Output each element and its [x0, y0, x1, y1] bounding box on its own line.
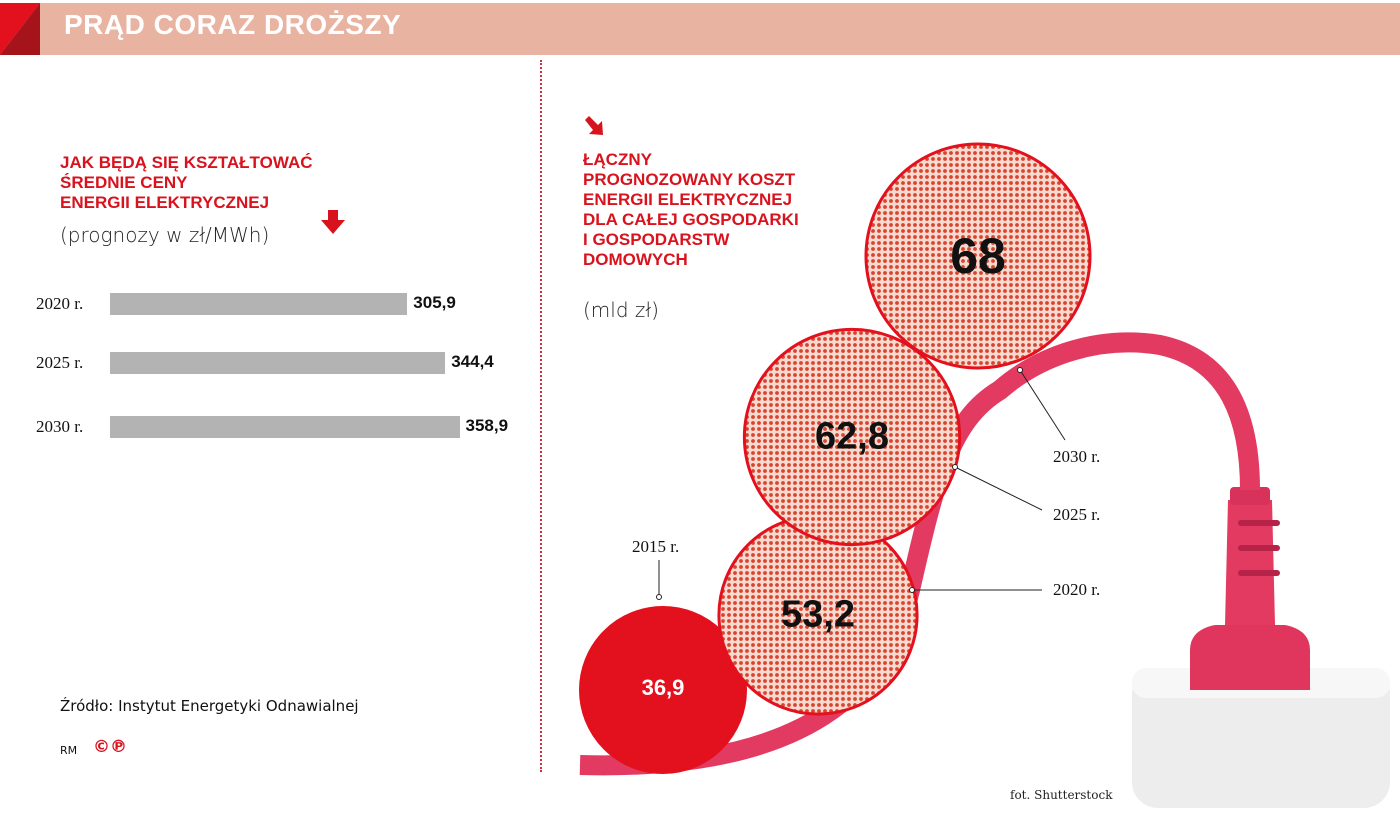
leader-line [954, 466, 1043, 511]
bubble [578, 605, 748, 775]
bar-value-label: 358,9 [465, 416, 509, 435]
bar-category-label: 2030 r. [36, 417, 84, 436]
bar [110, 352, 446, 374]
bubble-year-label: 2020 r. [1053, 580, 1101, 599]
bubble-value-label: 68 [950, 228, 1006, 284]
arrow-down-icon [321, 210, 345, 234]
bubble-year-label: 2030 r. [1053, 447, 1101, 466]
right-chart-title: ŁĄCZNY PROGNOZOWANY KOSZT ENERGII ELEKTR… [583, 150, 799, 270]
bubble [742, 327, 962, 547]
dotted-divider [540, 60, 542, 772]
title-line: DLA CAŁEJ GOSPODARKI [583, 210, 799, 229]
bar [110, 293, 408, 315]
bubble-value-label: 53,2 [781, 593, 855, 636]
page-title: PRĄD CORAZ DROŻSZY [64, 9, 402, 40]
author-initials: RM [60, 744, 78, 757]
bubble-value-label: 62,8 [815, 415, 889, 458]
header-corner-accent [0, 3, 40, 55]
header-bar [0, 3, 1400, 55]
left-chart-title: JAK BĘDĄ SIĘ KSZTAŁTOWAĆ ŚREDNIE CENY EN… [60, 153, 313, 213]
leader-dot [909, 587, 915, 593]
bar [110, 416, 460, 438]
leader-dot [1017, 367, 1023, 373]
title-line: ŚREDNIE CENY [60, 173, 188, 192]
title-line: PROGNOZOWANY KOSZT [583, 170, 796, 189]
leader-dot [656, 594, 662, 600]
bubble [864, 142, 1092, 370]
bubble-value-label: 36,9 [641, 675, 685, 700]
copyright-mark: ©℗ [93, 737, 127, 757]
bar-value-label: 344,4 [451, 352, 494, 371]
title-line: I GOSPODARSTW [583, 230, 730, 249]
bar-category-label: 2025 r. [36, 353, 84, 372]
left-chart-subtitle: (prognozy w zł/MWh) [60, 223, 270, 247]
bar-value-label: 305,9 [413, 293, 456, 312]
plug-photo [579, 332, 1390, 808]
leader-line [1019, 369, 1066, 441]
bubble-year-label: 2025 r. [1053, 505, 1101, 524]
arrow-down-right-icon [585, 116, 603, 135]
source-note: Źródło: Instytut Energetyki Odnawialnej [60, 697, 359, 715]
title-line: DOMOWYCH [583, 250, 688, 269]
title-line: ŁĄCZNY [583, 150, 652, 169]
title-line: ENERGII ELEKTRYCZNEJ [60, 193, 270, 212]
title-line: ENERGII ELEKTRYCZNEJ [583, 190, 793, 209]
bubble-year-label: 2015 r. [632, 537, 680, 556]
title-line: JAK BĘDĄ SIĘ KSZTAŁTOWAĆ [60, 153, 313, 172]
bar-category-label: 2020 r. [36, 294, 84, 313]
leader-dot [952, 464, 958, 470]
photo-credit: fot. Shutterstock [1010, 788, 1113, 802]
right-chart-subtitle: (mld zł) [583, 298, 659, 322]
